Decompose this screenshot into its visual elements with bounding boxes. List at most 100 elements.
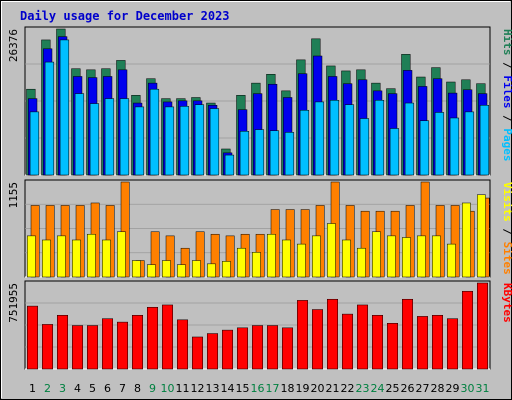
bar-kbytes [207,333,218,370]
bar-visits [42,239,51,278]
bar-kbytes [462,290,473,370]
bar-kbytes [177,319,188,370]
x-axis-day-labels: 1 2 3 4 5 6 7 8 9 10 11 12 13 14 15 16 17 18 19 20 21 22 23 24 2… [29,382,490,395]
bar-kbytes [312,309,323,370]
bar-kbytes [162,304,173,370]
x-tick-label: 10 [161,382,175,395]
legend-entry: / [501,109,512,129]
x-tick-label: 3 [59,382,66,395]
bar-kbytes [372,314,383,370]
x-tick-label: 23 [356,382,370,395]
bar-visits [87,233,96,278]
legend-entry: Files [501,75,512,108]
chart-title: Daily usage for December 2023 [20,9,230,23]
x-tick-label: 29 [446,382,460,395]
x-tick-label: 1 [29,382,36,395]
bar-pages [374,100,385,176]
bar-pages [389,128,400,176]
bar-visits [237,247,246,278]
x-tick-label: 9 [149,382,156,395]
legend-entry: Pages [501,128,512,161]
bar-kbytes [357,304,368,370]
bar-pages [434,112,445,176]
x-tick-label: 2 [44,382,51,395]
bar-pages [344,104,355,176]
bar-pages [419,120,430,176]
bar-kbytes [132,314,143,370]
x-tick-label: 27 [416,382,430,395]
x-tick-label: 30 [461,382,475,395]
panel-visits-sites: 1155 Visits / Sites [7,179,512,278]
x-tick-label: 7 [119,382,126,395]
bar-pages [179,106,190,176]
bar-kbytes [57,314,68,370]
bar-kbytes [147,306,158,370]
bar-visits [27,235,36,278]
x-tick-label: 24 [371,382,385,395]
x-tick-label: 28 [431,382,445,395]
x-tick-label: 11 [176,382,190,395]
bar-pages [404,102,415,176]
bar-visits [402,237,411,278]
bar-kbytes [252,325,263,370]
bar-visits [162,260,171,278]
bar-kbytes [117,321,128,370]
x-tick-label: 8 [134,382,141,395]
x-tick-label: 19 [296,382,310,395]
bar-kbytes [297,300,308,370]
bar-kbytes [237,327,248,370]
bar-kbytes [342,313,353,370]
bar-pages [74,93,85,176]
bar-visits [417,235,426,278]
bar-pages [89,103,100,176]
bar-visits [117,231,126,278]
bar-visits [222,261,231,278]
bar-visits [252,252,261,278]
bar-pages [284,132,295,176]
bar-pages [314,101,325,176]
y-max-label: 1155 [7,182,20,209]
bar-pages [209,108,220,176]
x-tick-label: 18 [281,382,295,395]
bar-kbytes [42,324,53,370]
x-tick-label: 6 [104,382,111,395]
bar-kbytes [477,282,488,370]
bar-pages [239,131,250,176]
bar-visits [387,235,396,278]
x-tick-label: 15 [236,382,250,395]
bar-visits [192,260,201,278]
bar-kbytes [282,327,293,370]
legend-entry: KBytes [501,283,512,323]
x-tick-label: 26 [401,382,415,395]
bar-pages [269,130,280,176]
x-tick-label: 31 [476,382,490,395]
bar-pages [329,100,340,176]
legend-entry: Sites [501,242,512,275]
bar-pages [449,117,460,176]
bar-visits [327,223,336,278]
bar-visits [282,239,291,278]
bar-visits [297,243,306,278]
legend-entry: / [501,56,512,76]
bar-visits [267,233,276,278]
series-legend: Hits / Files / Pages [501,29,512,162]
x-tick-label: 5 [89,382,96,395]
series-legend: KBytes [501,283,512,323]
bar-kbytes [222,329,233,370]
x-tick-label: 20 [311,382,325,395]
bar-kbytes [87,325,98,370]
bar-kbytes [327,298,338,370]
bar-visits [357,247,366,278]
bar-kbytes [447,318,458,370]
bar-pages [44,61,55,176]
x-tick-label: 25 [386,382,400,395]
bar-pages [104,98,115,176]
bar-visits [312,235,321,278]
bar-visits [177,264,186,278]
bar-visits [462,202,471,278]
legend-entry: Hits [501,29,512,56]
x-tick-label: 16 [251,382,265,395]
bar-pages [464,111,475,176]
bar-kbytes [402,298,413,370]
bar-visits [132,260,141,278]
